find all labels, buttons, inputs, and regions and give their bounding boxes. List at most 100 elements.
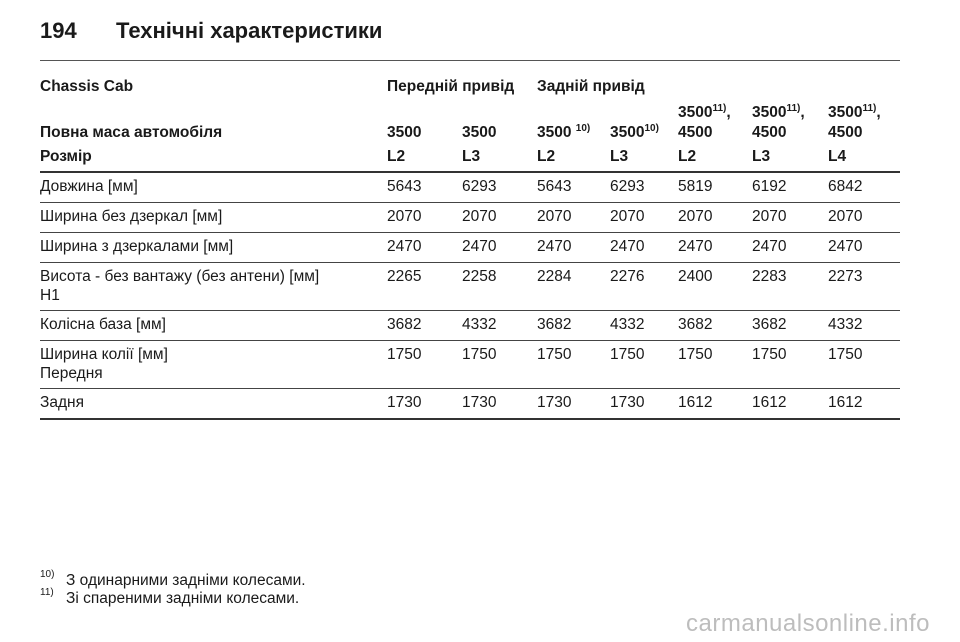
footnote-ref: 10) [644,122,659,134]
value-cell: 6293 [610,178,645,195]
size-cell: L3 [610,148,629,165]
size-row: Розмір L2 L3 L2 L3 L2 L3 L4 [40,148,900,173]
rear-drive-label: Задній привід [537,78,645,95]
value-cell: 3682 [537,316,572,333]
size-cell: L3 [462,148,481,165]
gross-mass-label: Повна маса автомобіля [40,124,223,141]
value-cell: 3682 [752,316,787,333]
value-cell: 2070 [828,208,863,225]
value-cell: 4332 [828,316,863,333]
row-label: Колісна база [мм] [40,316,166,333]
footnote-ref: 11) [862,102,877,114]
value-cell: 2470 [678,238,713,255]
footnote-mark: 10) [40,569,55,580]
row-label: Ширина колії [мм] [40,346,168,363]
value-cell: 2470 [462,238,497,255]
value-cell: 1750 [752,346,787,363]
chassis-cab-label: Chassis Cab [40,78,134,95]
header-divider [40,60,900,61]
size-label: Розмір [40,148,92,165]
value-cell: 1730 [537,394,572,411]
value-cell: 6192 [752,178,787,195]
footnote-text: З одинарними задніми колесами. [66,572,306,589]
value-cell: 2470 [752,238,787,255]
value-cell: 2470 [610,238,645,255]
value-cell: 2470 [387,238,422,255]
mass-cell: 350010) [610,122,659,141]
mass-cell-top: 350011), [828,102,881,121]
mass-cell-top: 350011), [678,102,731,121]
value-cell: 2070 [752,208,787,225]
value-cell: 2070 [678,208,713,225]
track-front-row: Ширина колії [мм] Передня 1750 1750 1750… [40,341,900,389]
value-cell: 2400 [678,268,713,285]
mass-cell: 4500 [752,124,787,141]
row-label: Висота - без вантажу (без антени) [мм] [40,268,320,285]
value-cell: 5819 [678,178,713,195]
width-no-mirrors-row: Ширина без дзеркал [мм] 2070 2070 2070 2… [40,203,900,233]
row-label: Задня [40,394,84,411]
value-cell: 2070 [387,208,422,225]
size-cell: L4 [828,148,847,165]
mass-cell: 4500 [828,124,863,141]
value-cell: 6842 [828,178,863,195]
value-cell: 1730 [462,394,497,411]
watermark: carmanualsonline.info [686,610,930,637]
value-cell: 1750 [610,346,645,363]
front-drive-label: Передній привід [387,78,515,95]
track-rear-row: Задня 1730 1730 1730 1730 1612 1612 1612 [40,389,900,420]
value-cell: 5643 [387,178,422,195]
width-with-mirrors-row: Ширина з дзеркалами [мм] 2470 2470 2470 … [40,233,900,263]
value-cell: 2284 [537,268,572,285]
value-cell: 2070 [462,208,497,225]
value-cell: 2276 [610,268,645,285]
page-number: 194 [40,18,77,43]
value-cell: 1750 [462,346,497,363]
value-cell: 2265 [387,268,422,285]
size-cell: L2 [387,148,406,165]
mass-cell: 3500 10) [537,122,591,141]
row-sublabel: Передня [40,365,103,382]
value-cell: 2258 [462,268,497,285]
height-row: Висота - без вантажу (без антени) [мм] H… [40,263,900,311]
value-cell: 4332 [610,316,645,333]
value-cell: 2283 [752,268,787,285]
value-cell: 1750 [387,346,422,363]
footnote-text: Зі спареними задніми колесами. [66,590,300,607]
value-cell: 3682 [678,316,713,333]
value-cell: 1730 [387,394,422,411]
value-cell: 5643 [537,178,572,195]
group-header-row: Chassis Cab Передній привід Задній приві… [40,74,900,102]
value-cell: 1750 [828,346,863,363]
footnote-ref: 10) [575,122,591,134]
footnote-ref: 11) [712,102,727,114]
value-cell: 2470 [828,238,863,255]
size-cell: L2 [537,148,556,165]
mass-cell: 3500 [462,124,497,141]
size-cell: L3 [752,148,771,165]
value-cell: 4332 [462,316,497,333]
value-cell: 1612 [678,394,713,411]
page-header: 194 Технічні характеристики [40,14,900,48]
value-cell: 1730 [610,394,645,411]
value-cell: 1612 [828,394,863,411]
value-cell: 3682 [387,316,422,333]
value-cell: 6293 [462,178,497,195]
footnote-ref: 11) [786,102,801,114]
wheelbase-row: Колісна база [мм] 3682 4332 3682 4332 36… [40,311,900,341]
size-cell: L2 [678,148,697,165]
spec-table: Chassis Cab Передній привід Задній приві… [40,74,900,420]
value-cell: 2070 [610,208,645,225]
gross-mass-row: Повна маса автомобіля 3500 3500 3500 10)… [40,102,900,148]
value-cell: 1612 [752,394,787,411]
row-label: Ширина без дзеркал [мм] [40,208,223,225]
value-cell: 2273 [828,268,863,285]
value-cell: 2070 [537,208,572,225]
page-title: Технічні характеристики [116,18,383,43]
mass-cell-top: 350011), [752,102,805,121]
row-label: Ширина з дзеркалами [мм] [40,238,234,255]
value-cell: 2470 [537,238,572,255]
mass-cell: 4500 [678,124,713,141]
value-cell: 1750 [537,346,572,363]
footnote-mark: 11) [40,587,54,598]
